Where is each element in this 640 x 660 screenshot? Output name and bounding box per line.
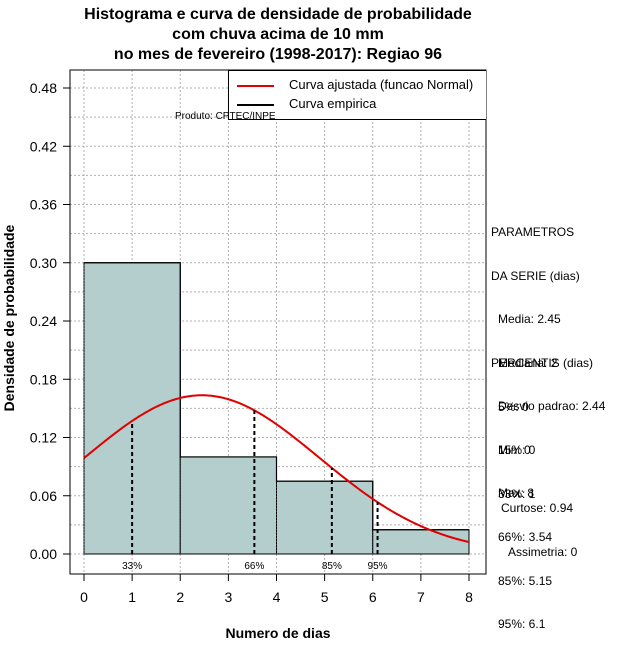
x-tick-label-4: 4 — [273, 589, 281, 605]
parametros-header-1: PARAMETROS — [491, 225, 575, 239]
x-tick-label-0: 0 — [80, 589, 88, 605]
percentil-5: 5%: 0 — [498, 399, 529, 414]
x-tick-label-6: 6 — [369, 589, 377, 605]
param-desvio: Desvio padrao: 2.44 — [498, 399, 606, 413]
empirical-curve — [84, 262, 469, 531]
y-tick-label-4: 0.24 — [30, 313, 57, 329]
y-tick-label-2: 0.12 — [30, 430, 57, 446]
percentile-label-1: 66% — [244, 561, 264, 572]
x-tick-label-1: 1 — [128, 589, 136, 605]
x-tick-label-7: 7 — [417, 589, 425, 605]
legend-label-fitted: Curva ajustada (funcao Normal) — [289, 77, 474, 92]
legend-item-fitted: Curva ajustada (funcao Normal) — [237, 77, 473, 92]
param-media: Media: 2.45 — [498, 312, 561, 326]
y-tick-label-6: 0.36 — [30, 197, 57, 213]
percentis-header: PERCENTIS (dias) — [491, 356, 594, 370]
percentile-label-3: 95% — [368, 561, 388, 572]
legend-swatch-empirical — [237, 103, 274, 106]
legend-label-empirical: Curva empirica — [289, 96, 377, 111]
legend: Curva ajustada (funcao Normal) Curva emp… — [228, 70, 486, 120]
param-max: Max: 8 — [498, 486, 535, 500]
y-tick-label-8: 0.48 — [30, 80, 57, 96]
percentil-66: 66%: 3.54 — [498, 530, 553, 544]
y-tick-label-7: 0.42 — [30, 138, 57, 154]
param-mediana: Mediana: 2 — [498, 355, 558, 370]
y-tick-label-0: 0.00 — [30, 546, 57, 562]
produto-credit: Produto: CPTEC/INPE — [175, 111, 276, 122]
legend-item-empirical: Curva empirica — [237, 96, 376, 111]
x-tick-label-2: 2 — [176, 589, 184, 605]
percentil-85: 85%: 5.15 — [498, 573, 553, 588]
x-tick-label-8: 8 — [465, 589, 473, 605]
x-axis-label: Numero de dias — [225, 625, 331, 641]
percentis-block: PERCENTIS (dias) 5%: 0 15%: 0 33%: 1 66%… — [491, 327, 593, 646]
chart-title-line-3: no mes de fevereiro (1998-2017): Regiao … — [113, 46, 443, 63]
percentil-33: 33%: 1 — [498, 486, 536, 501]
histogram-bar-3 — [372, 529, 470, 555]
histogram-bar-1 — [179, 456, 277, 555]
param-min: Min: 0 — [498, 442, 531, 457]
curtose: Curtose: 0.94 — [501, 501, 574, 515]
chart-title-line-2: com chuva acima de 10 mm — [172, 26, 384, 43]
parametros-header-2: DA SERIE (dias) — [491, 268, 580, 283]
y-tick-label-1: 0.06 — [30, 488, 57, 504]
moments-block: Curtose: 0.94 Assimetria: 0 — [501, 472, 577, 574]
y-tick-label-5: 0.30 — [30, 255, 57, 271]
percentil-15: 15%: 0 — [498, 443, 536, 457]
parametros-block: PARAMETROS DA SERIE (dias) Media: 2.45 M… — [491, 196, 605, 515]
chart-title-line-1: Histograma e curva de densidade de proba… — [84, 6, 472, 23]
x-tick-label-5: 5 — [321, 589, 329, 605]
histogram-bar-2 — [276, 480, 374, 555]
percentil-95: 95%: 6.1 — [498, 617, 546, 631]
percentile-label-0: 33% — [122, 561, 142, 572]
percentile-label-2: 85% — [322, 561, 342, 572]
legend-swatch-fitted — [237, 84, 274, 87]
fitted-normal-curve — [83, 394, 470, 544]
y-tick-label-3: 0.18 — [30, 371, 57, 387]
x-tick-label-3: 3 — [224, 589, 232, 605]
assimetria: Assimetria: 0 — [508, 544, 578, 559]
y-axis-label: Densidade de probabilidade — [1, 224, 17, 412]
